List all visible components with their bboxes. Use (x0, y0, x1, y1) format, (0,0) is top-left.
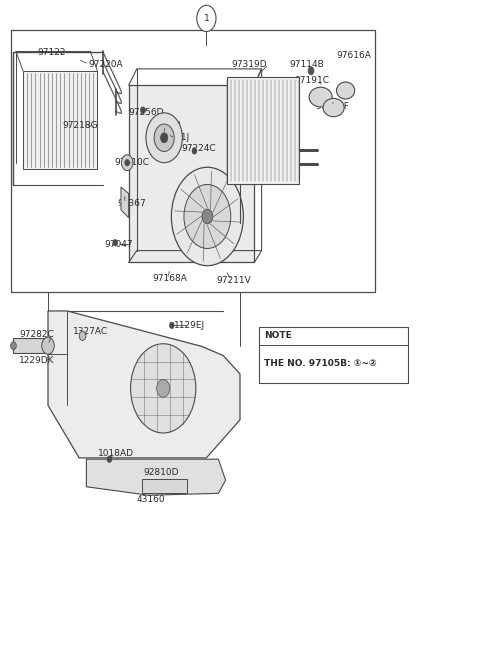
Circle shape (125, 159, 130, 166)
Circle shape (169, 322, 174, 329)
Text: 97282C: 97282C (19, 330, 54, 339)
Circle shape (146, 113, 182, 163)
Text: 97211J: 97211J (158, 133, 190, 142)
Text: 97047: 97047 (105, 239, 133, 249)
Bar (227, 77, 299, 184)
Circle shape (154, 124, 174, 152)
Text: 97211V: 97211V (216, 276, 251, 285)
Text: 97367: 97367 (118, 199, 146, 208)
Bar (23, 71, 97, 169)
Bar (259, 327, 408, 383)
Text: 1327AC: 1327AC (73, 327, 108, 337)
Text: 97220A: 97220A (89, 60, 123, 69)
Circle shape (79, 331, 86, 340)
Bar (13, 338, 48, 353)
Text: 97191C: 97191C (294, 75, 329, 85)
Bar (129, 85, 254, 262)
Text: 1: 1 (204, 14, 209, 23)
Bar (142, 479, 187, 493)
Text: THE NO. 97105B: ①~②: THE NO. 97105B: ①~② (264, 359, 377, 368)
Text: 97224C: 97224C (181, 144, 216, 154)
Polygon shape (121, 187, 129, 218)
Text: 97122: 97122 (37, 48, 66, 57)
Polygon shape (48, 311, 240, 458)
Circle shape (107, 456, 112, 462)
Polygon shape (86, 459, 226, 495)
Circle shape (11, 342, 16, 350)
Circle shape (171, 167, 243, 266)
Bar (11, 30, 375, 292)
Text: 97168A: 97168A (153, 274, 188, 283)
Text: 97105F: 97105F (315, 102, 349, 111)
Circle shape (141, 107, 145, 113)
Circle shape (202, 209, 213, 224)
Ellipse shape (309, 87, 332, 107)
Text: 97018: 97018 (153, 121, 181, 131)
Circle shape (121, 155, 133, 171)
Ellipse shape (336, 82, 355, 99)
Text: 97114B: 97114B (289, 60, 324, 69)
Text: 43160: 43160 (137, 495, 166, 504)
Text: 97319D: 97319D (231, 60, 267, 69)
Circle shape (192, 148, 197, 154)
Text: 1229DK: 1229DK (19, 356, 55, 365)
Circle shape (160, 133, 168, 143)
Circle shape (113, 239, 118, 246)
Text: 1018AD: 1018AD (98, 449, 134, 459)
Text: NOTE: NOTE (264, 331, 292, 340)
Text: 97110C: 97110C (114, 158, 149, 167)
Text: 92810D: 92810D (143, 468, 179, 477)
Text: 97256D: 97256D (129, 108, 164, 117)
Circle shape (308, 67, 314, 75)
Text: 1129EJ: 1129EJ (174, 321, 205, 330)
Text: 97616A: 97616A (336, 51, 371, 60)
Text: 97218G: 97218G (62, 121, 98, 131)
Circle shape (184, 184, 231, 249)
Circle shape (197, 5, 216, 31)
Circle shape (131, 344, 196, 433)
Circle shape (42, 337, 54, 354)
Ellipse shape (323, 98, 344, 117)
Circle shape (156, 379, 170, 398)
